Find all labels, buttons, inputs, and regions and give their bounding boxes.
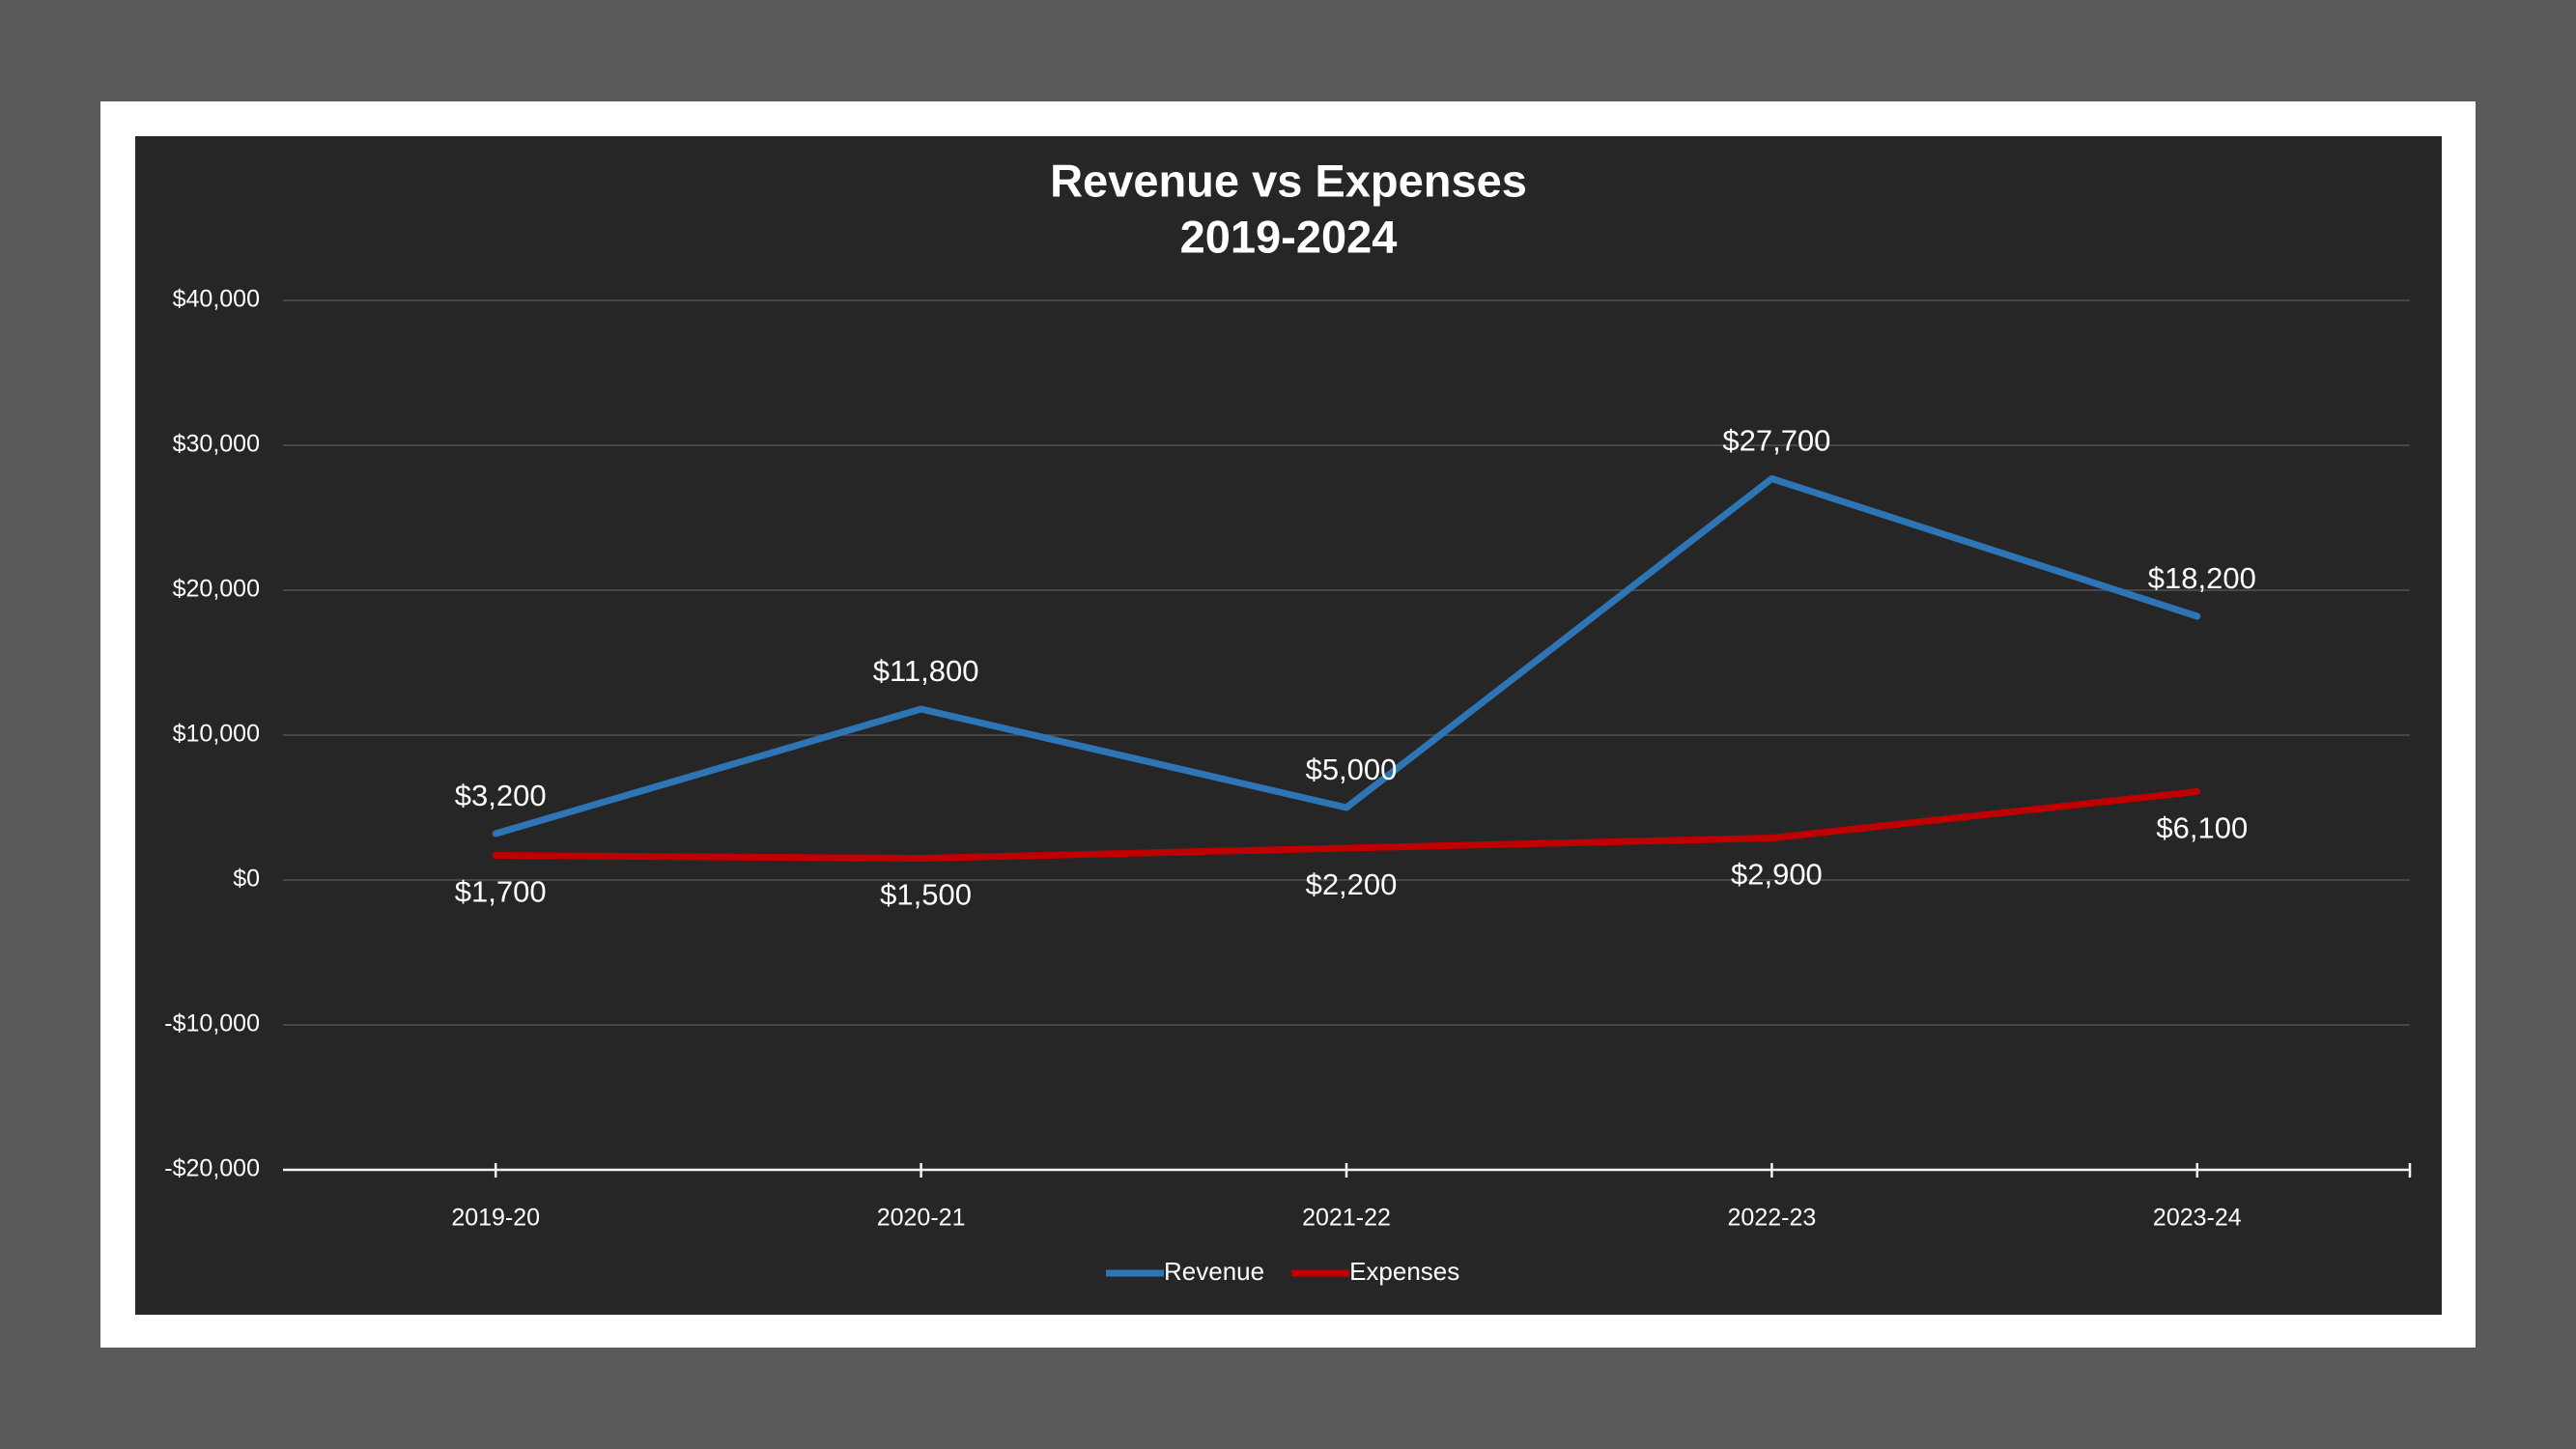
data-label: $1,500 — [880, 878, 972, 912]
x-tick-label: 2019-20 — [451, 1205, 540, 1232]
data-label: $27,700 — [1722, 424, 1830, 458]
x-tick-label: 2023-24 — [2153, 1205, 2242, 1232]
y-tick-label: $0 — [233, 866, 260, 893]
x-tick-label: 2021-22 — [1302, 1205, 1391, 1232]
x-tick-label: 2022-23 — [1728, 1205, 1817, 1232]
y-tick-label: $10,000 — [173, 721, 260, 748]
y-tick-label: $20,000 — [173, 576, 260, 603]
series-line — [492, 475, 2201, 838]
legend-label: Revenue — [1164, 1257, 1264, 1286]
data-label: $1,700 — [455, 875, 547, 909]
chart-subtitle: 2019-2024 — [1180, 211, 1398, 262]
legend-label: Expenses — [1349, 1257, 1459, 1286]
series-line — [492, 788, 2201, 862]
data-label: $6,100 — [2156, 811, 2248, 845]
y-tick-label: $40,000 — [173, 286, 260, 313]
data-label: $11,800 — [873, 654, 979, 688]
y-tick-label: -$20,000 — [164, 1155, 260, 1182]
data-label: $5,000 — [1306, 753, 1398, 786]
data-label: $2,900 — [1731, 858, 1823, 892]
y-tick-label: -$10,000 — [164, 1010, 260, 1037]
chart-title: Revenue vs Expenses — [1050, 155, 1527, 206]
y-tick-label: $30,000 — [173, 431, 260, 458]
data-label: $3,200 — [455, 779, 547, 812]
x-tick-label: 2020-21 — [877, 1205, 966, 1232]
data-label: $2,200 — [1306, 867, 1398, 901]
chart-area — [135, 136, 2442, 1315]
data-label: $18,200 — [2148, 561, 2256, 595]
